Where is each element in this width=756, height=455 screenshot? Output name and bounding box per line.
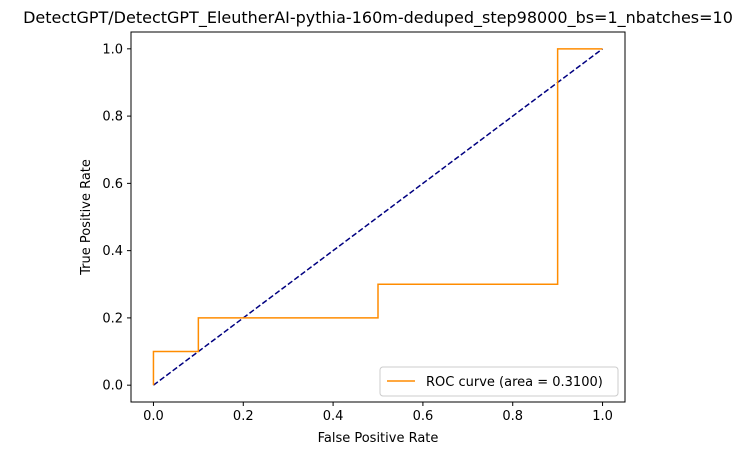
- x-tick-label: 0.0: [143, 409, 164, 424]
- reference-diagonal-line: [153, 48, 603, 386]
- y-tick-label: 0.0: [102, 379, 123, 394]
- x-tick-label: 0.8: [502, 409, 523, 424]
- x-tick-label: 1.0: [592, 409, 613, 424]
- y-tick-label: 0.8: [102, 110, 123, 125]
- y-tick-label: 0.6: [102, 177, 123, 192]
- chart-title: DetectGPT/DetectGPT_EleutherAI-pythia-16…: [23, 8, 733, 28]
- x-tick-label: 0.6: [413, 409, 434, 424]
- legend: ROC curve (area = 0.3100): [379, 366, 619, 397]
- roc-curve-line: [152, 48, 603, 386]
- legend-label: ROC curve (area = 0.3100): [426, 375, 603, 390]
- y-tick-label: 1.0: [102, 42, 123, 57]
- x-tick-label: 0.2: [233, 409, 254, 424]
- x-axis-label: False Positive Rate: [318, 431, 439, 446]
- legend-box: [379, 366, 619, 397]
- y-tick-label: 0.4: [102, 244, 123, 259]
- axes-ticks: 0.0 0.2 0.4 0.6 0.8 1.0 0.0 0.2 0.4 0.6 0.8 1.0: [102, 42, 613, 424]
- x-tick-label: 0.4: [323, 409, 344, 424]
- plot-area: [152, 48, 603, 386]
- plot-frame: [130, 31, 626, 403]
- y-tick-label: 0.2: [102, 311, 123, 326]
- y-axis-label: True Positive Rate: [79, 159, 94, 276]
